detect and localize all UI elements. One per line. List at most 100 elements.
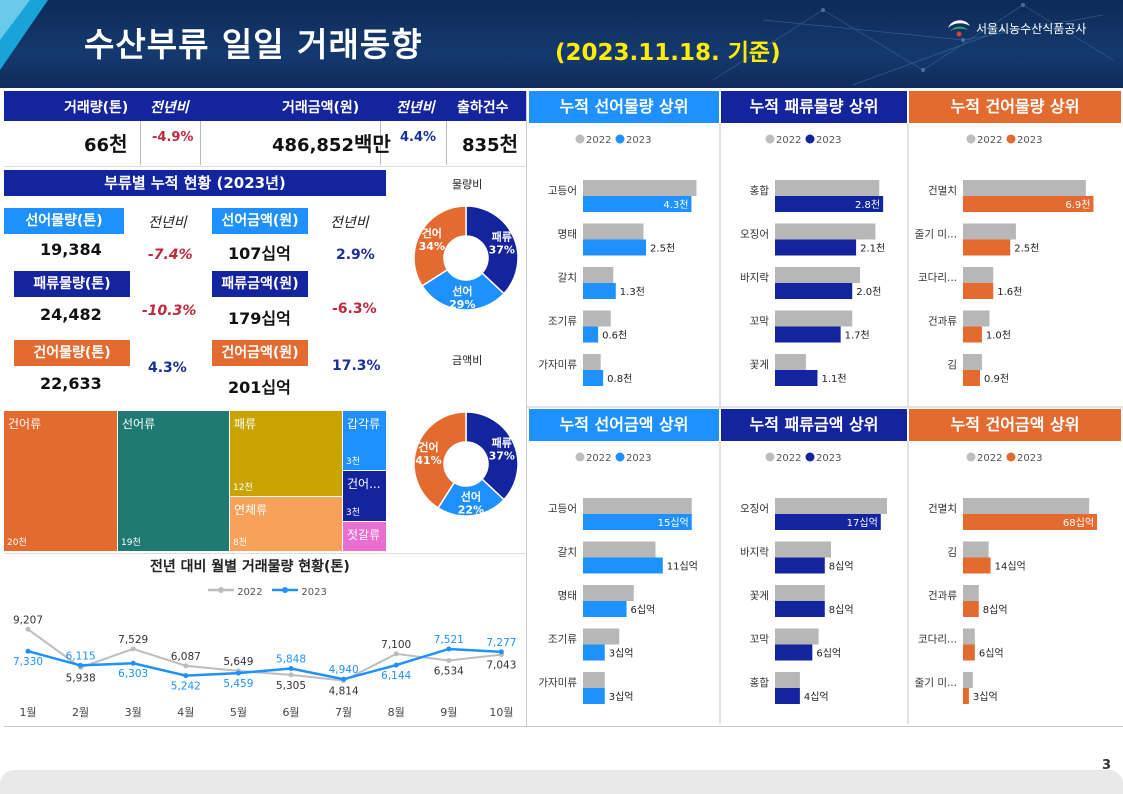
bar-category-label: 고등어 xyxy=(548,185,577,197)
legend-2022-label: 2022 xyxy=(776,135,801,146)
line-label-2022: 6,534 xyxy=(434,666,464,678)
bar-value-label: 2.1천 xyxy=(860,243,885,255)
legend-2023-dot xyxy=(615,134,625,144)
bar-2022 xyxy=(583,223,644,240)
legend-2022-label: 2022 xyxy=(977,135,1002,146)
bar-2022 xyxy=(583,672,605,688)
amount-donut-pct-건어: 41% xyxy=(415,454,441,467)
legend-2023-dot xyxy=(1006,452,1016,462)
kpi-amount-yoy-label: 전년비 xyxy=(396,100,435,116)
line-point-2022 xyxy=(288,672,294,678)
treemap-cell-value: 20천 xyxy=(7,538,27,548)
bar-2023 xyxy=(583,601,627,617)
line-label-2023: 7,330 xyxy=(13,656,43,668)
bar-2023 xyxy=(775,326,841,343)
bar-2023 xyxy=(583,196,692,212)
legend-2023-label: 2023 xyxy=(1017,453,1042,464)
kpi-volume-yoy-label: 전년비 xyxy=(150,100,189,116)
treemap-cell-name: 갑각류 xyxy=(347,417,381,431)
line-point-2023 xyxy=(341,676,347,682)
bar-value-label: 14십억 xyxy=(995,561,1026,573)
bar-value-label: 68십억 xyxy=(1063,517,1094,529)
amount-donut-pct-패류: 37% xyxy=(489,450,515,463)
bar-2022 xyxy=(583,585,634,601)
bar-value-label: 8십억 xyxy=(829,561,854,573)
dried-volume-yoy: 4.3% xyxy=(148,360,187,376)
bar-value-label: 6십억 xyxy=(979,648,1004,660)
legend-2023-dot xyxy=(615,452,625,462)
legend-2023-label: 2023 xyxy=(301,587,327,598)
x-axis-tick-label: 5월 xyxy=(230,706,247,719)
bar-value-label: 1.0천 xyxy=(986,330,1011,342)
bar-2022 xyxy=(963,310,990,327)
bar-2022 xyxy=(775,498,887,514)
kpi-amount-value: 486,852백만 xyxy=(272,132,391,156)
bar-2022 xyxy=(775,585,825,601)
bar-value-label: 2.8천 xyxy=(855,199,880,211)
dried-volume-value: 22,633 xyxy=(40,374,102,393)
cumulative-section-title: 부류별 누적 현황 (2023년) xyxy=(4,170,386,196)
divider xyxy=(907,123,909,406)
divider xyxy=(4,726,1123,727)
treemap-cell-name: 젓갈류 xyxy=(347,528,381,542)
bar-category-label: 줄기 미... xyxy=(915,229,957,241)
legend-2023-marker xyxy=(272,587,299,593)
shellfish-volume-label: 패류물량(톤) xyxy=(14,271,130,297)
bar-value-label: 1.1천 xyxy=(821,373,846,385)
legend-2022-label: 2022 xyxy=(977,453,1002,464)
panel-dried-amount-title: 누적 건어금액 상위 xyxy=(909,409,1121,441)
fresh-amount-label: 선어금액(원) xyxy=(212,208,308,234)
x-axis-tick-label: 4월 xyxy=(177,706,194,719)
bar-2022 xyxy=(775,628,819,645)
bar-2022 xyxy=(775,223,876,240)
divider xyxy=(4,553,526,554)
legend-2022-dot xyxy=(765,134,775,144)
bar-value-label: 17십억 xyxy=(847,517,878,529)
x-axis-tick-label: 8월 xyxy=(388,706,405,719)
bar-2022 xyxy=(775,672,800,688)
bar-category-label: 코다리... xyxy=(918,272,957,284)
bar-category-label: 홍합 xyxy=(750,676,770,689)
bar-value-label: 6.9천 xyxy=(1065,199,1090,211)
amount-donut-label-선어: 선어 xyxy=(461,490,481,504)
volume-donut-label-패류: 패류 xyxy=(492,230,512,244)
kpi-header-band xyxy=(4,91,526,121)
category-treemap: 건어류 20천 선어류 19천 패류 12천 연체류 8천 갑각류 3천 건어... 3천 젓갈류 xyxy=(4,411,386,551)
divider xyxy=(907,441,909,724)
bar-value-label: 2.0천 xyxy=(856,286,881,298)
panel-shellfish-volume-title: 누적 패류물량 상위 xyxy=(721,91,907,123)
dried-volume-label: 건어물량(톤) xyxy=(14,340,130,366)
bar-category-label: 꽃게 xyxy=(750,590,769,602)
fresh-amount-yoy: 2.9% xyxy=(336,247,375,263)
bar-2023 xyxy=(775,644,813,661)
bar-value-label: 6십억 xyxy=(631,604,656,616)
bar-2023 xyxy=(583,644,605,661)
fresh-amount-value: 107십억 xyxy=(228,244,291,263)
legend-2022-dot xyxy=(966,452,976,462)
line-point-2023 xyxy=(183,673,189,679)
bar-value-label: 0.6천 xyxy=(602,330,627,342)
bar-value-label: 11십억 xyxy=(667,561,698,573)
donut-amount-title: 금액비 xyxy=(452,354,483,367)
bar-category-label: 갈치 xyxy=(558,546,577,559)
fresh-volume-yoy: -7.4% xyxy=(148,247,193,263)
line-point-2023 xyxy=(235,670,241,676)
bar-2022 xyxy=(775,541,831,558)
x-axis-tick-label: 9월 xyxy=(440,706,457,719)
line-point-2022 xyxy=(130,646,136,652)
treemap-cell-name: 선어류 xyxy=(122,417,156,431)
amount-donut-pct-선어: 22% xyxy=(458,504,484,517)
legend-2022-label: 2022 xyxy=(586,135,611,146)
bar-category-label: 가자미류 xyxy=(538,359,577,371)
volume-donut-label-선어: 선어 xyxy=(452,284,472,298)
volume-donut-slice-건어 xyxy=(413,205,467,287)
shellfish-amount-label: 패류금액(원) xyxy=(212,271,308,297)
treemap-cell: 갑각류 3천 xyxy=(343,411,386,470)
bar-value-label: 3십억 xyxy=(609,691,634,703)
kpi-amount-yoy: 4.4% xyxy=(400,130,437,145)
legend-2023-dot xyxy=(1006,134,1016,144)
amount-donut-label-패류: 패류 xyxy=(492,436,512,450)
kpi-volume-yoy: -4.9% xyxy=(152,130,194,145)
